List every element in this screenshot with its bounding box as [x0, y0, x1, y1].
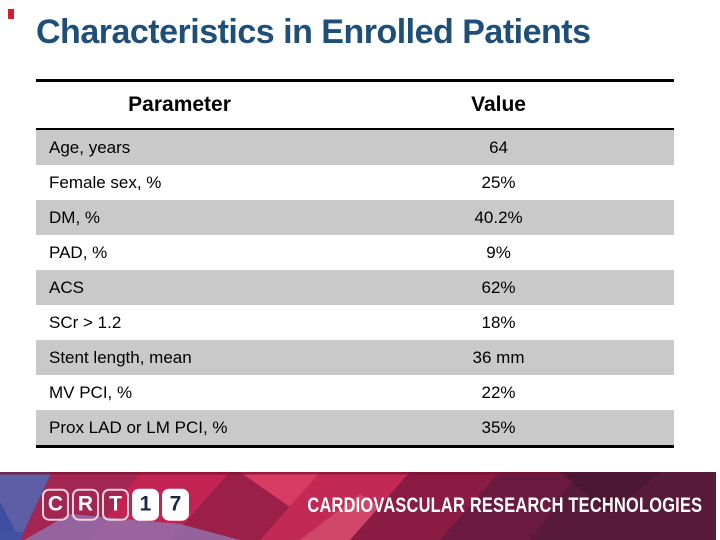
- row-parameter: SCr > 1.2: [49, 312, 122, 332]
- table-row: ACS 62%: [36, 270, 674, 305]
- logo-digit-1: 1: [132, 488, 159, 521]
- row-value: 35%: [481, 417, 516, 437]
- footer-background-pattern: [0, 472, 716, 540]
- table-row: Stent length, mean 36 mm: [36, 340, 674, 375]
- logo-letter-t: T: [102, 488, 129, 521]
- table-row: Female sex, % 25%: [36, 165, 674, 200]
- row-value: 40.2%: [474, 207, 523, 227]
- table-body: Age, years 64 Female sex, % 25% DM, % 40…: [36, 130, 674, 445]
- characteristics-table: Parameter Value Age, years 64 Female sex…: [36, 79, 674, 448]
- row-parameter: Age, years: [49, 137, 131, 157]
- logo-digit-7: 7: [162, 488, 189, 521]
- row-parameter: Stent length, mean: [49, 347, 192, 367]
- table-header-row: Parameter Value: [36, 82, 674, 130]
- column-header-value: Value: [471, 93, 526, 116]
- row-value: 9%: [486, 242, 511, 262]
- row-parameter: ACS: [49, 277, 84, 297]
- row-value: 36 mm: [472, 347, 525, 367]
- table-row: PAD, % 9%: [36, 235, 674, 270]
- red-accent-mark: [8, 9, 14, 19]
- table-row: Age, years 64: [36, 130, 674, 165]
- table-row: MV PCI, % 22%: [36, 375, 674, 410]
- row-value: 22%: [481, 382, 516, 402]
- table-row: Prox LAD or LM PCI, % 35%: [36, 410, 674, 445]
- row-value: 62%: [481, 277, 516, 297]
- row-parameter: PAD, %: [49, 242, 108, 262]
- footer-banner: C R T 1 7 CARDIOVASCULAR RESEARCH TECHNO…: [0, 472, 716, 540]
- logo-letter-c: C: [42, 488, 69, 521]
- slide-title: Characteristics in Enrolled Patients: [36, 13, 591, 51]
- row-parameter: MV PCI, %: [49, 382, 133, 402]
- row-value: 25%: [481, 172, 516, 192]
- column-header-parameter: Parameter: [128, 93, 231, 116]
- row-parameter: Prox LAD or LM PCI, %: [49, 417, 228, 437]
- row-parameter: DM, %: [49, 207, 100, 227]
- footer-org-name: CARDIOVASCULAR RESEARCH TECHNOLOGIES: [307, 494, 702, 517]
- table-row: SCr > 1.2 18%: [36, 305, 674, 340]
- row-parameter: Female sex, %: [49, 172, 162, 192]
- table-row: DM, % 40.2%: [36, 200, 674, 235]
- logo-letter-r: R: [72, 488, 99, 521]
- row-value: 18%: [481, 312, 516, 332]
- crt17-logo: C R T 1 7: [42, 488, 189, 521]
- row-value: 64: [489, 137, 508, 157]
